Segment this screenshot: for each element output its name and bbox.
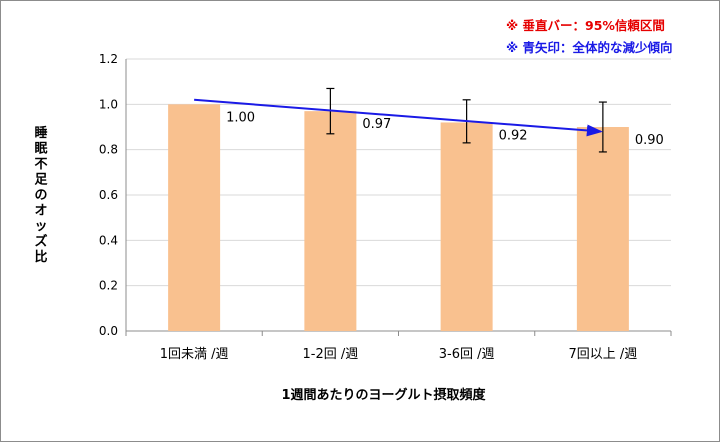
y-tick-label: 1.2: [99, 52, 118, 66]
y-tick-label: 0.0: [99, 324, 118, 338]
bar: [304, 111, 357, 331]
y-tick-label: 0.2: [99, 279, 118, 293]
bar: [168, 104, 221, 331]
x-tick-label: 1回未満 /週: [160, 347, 229, 362]
data-label: 1.00: [226, 110, 255, 125]
data-label: 0.90: [635, 133, 664, 148]
error-bar-note: ※ 垂直バー：95%信頼区間: [506, 18, 665, 33]
data-label: 0.97: [362, 117, 391, 132]
y-tick-label: 0.4: [99, 233, 118, 247]
bar: [576, 127, 629, 331]
y-tick-label: 0.8: [99, 143, 118, 157]
trend-arrow: [194, 98, 603, 137]
bar: [440, 122, 493, 331]
y-tick-label: 0.6: [99, 188, 118, 202]
x-axis-title: 1週間あたりのヨーグルト摂取頻度: [281, 387, 486, 403]
arrow-note: ※ 青矢印：全体的な減少傾向: [506, 40, 673, 55]
data-label: 0.92: [499, 128, 528, 143]
x-tick-label: 7回以上 /週: [568, 347, 637, 362]
x-tick-label: 3-6回 /週: [439, 347, 495, 362]
y-axis-title: 睡眠不足のオッズ比: [34, 125, 48, 265]
y-tick-label: 1.0: [99, 97, 118, 111]
x-tick-label: 1-2回 /週: [303, 347, 359, 362]
